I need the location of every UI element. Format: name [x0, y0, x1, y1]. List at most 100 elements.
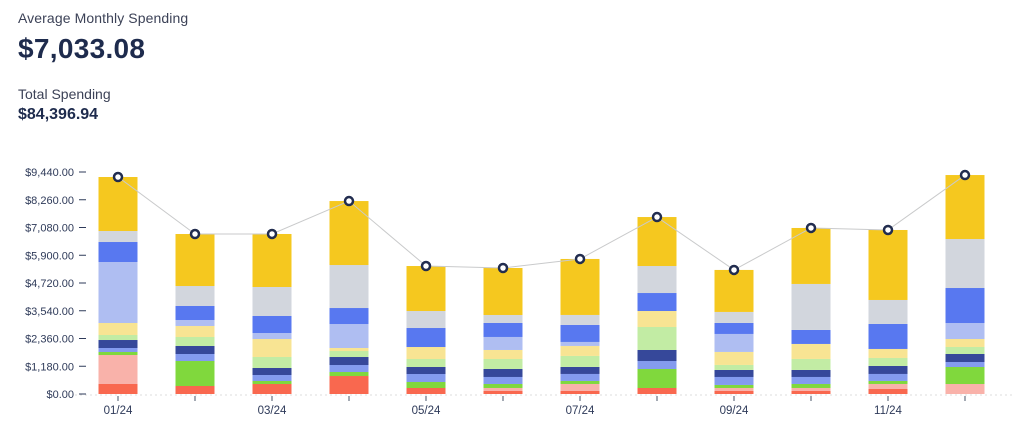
bar-segment-gold[interactable] — [560, 258, 600, 315]
monthly-total-marker[interactable] — [882, 224, 894, 236]
bar-segment-light-green[interactable] — [637, 327, 677, 350]
bar-segment-gold[interactable] — [252, 233, 292, 287]
bar-segment-gray[interactable] — [329, 265, 369, 309]
bar-segment-light-green[interactable] — [483, 358, 523, 369]
bar-segment-periwinkle[interactable] — [175, 319, 215, 326]
bar-segment-light-green[interactable] — [252, 356, 292, 368]
bar-segment-medium-blue[interactable] — [252, 374, 292, 381]
bar-segment-royal-blue[interactable] — [98, 242, 138, 262]
bar-segment-navy[interactable] — [714, 369, 754, 377]
bar-segment-light-green[interactable] — [406, 359, 446, 368]
bar-segment-pale-yellow[interactable] — [945, 338, 985, 347]
bar-segment-gray[interactable] — [98, 231, 138, 243]
bar-segment-navy[interactable] — [175, 346, 215, 354]
bar-segment-navy[interactable] — [483, 368, 523, 377]
monthly-total-marker[interactable] — [420, 260, 432, 272]
bar-segment-red[interactable] — [98, 384, 138, 394]
bar-segment-gold[interactable] — [714, 269, 754, 312]
bar-segment-red[interactable] — [329, 376, 369, 394]
bar-segment-royal-blue[interactable] — [868, 323, 908, 349]
bar-segment-gold[interactable] — [175, 234, 215, 287]
bar-segment-salmon[interactable] — [98, 355, 138, 385]
bar-segment-salmon[interactable] — [791, 387, 831, 391]
bar-segment-bright-green[interactable] — [791, 383, 831, 388]
bar-segment-pale-yellow[interactable] — [175, 325, 215, 337]
bar-segment-gold[interactable] — [791, 227, 831, 284]
monthly-total-marker[interactable] — [805, 222, 817, 234]
bar-segment-pale-yellow[interactable] — [406, 347, 446, 360]
monthly-total-marker[interactable] — [574, 253, 586, 265]
bar-segment-gold[interactable] — [868, 229, 908, 300]
bar-segment-gray[interactable] — [945, 239, 985, 289]
bar-segment-pale-yellow[interactable] — [329, 348, 369, 352]
bar-segment-periwinkle[interactable] — [483, 336, 523, 350]
monthly-total-marker[interactable] — [728, 264, 740, 276]
bar-segment-pale-yellow[interactable] — [98, 323, 138, 335]
bar-segment-pale-yellow[interactable] — [714, 351, 754, 365]
bar-segment-royal-blue[interactable] — [175, 305, 215, 320]
bar-segment-navy[interactable] — [252, 367, 292, 375]
bar-segment-gold[interactable] — [637, 217, 677, 267]
bar-segment-pale-yellow[interactable] — [252, 338, 292, 357]
bar-segment-red[interactable] — [252, 384, 292, 394]
monthly-total-marker[interactable] — [266, 228, 278, 240]
bar-segment-gray[interactable] — [406, 311, 446, 329]
bar-segment-light-green[interactable] — [714, 364, 754, 370]
bar-segment-periwinkle[interactable] — [714, 333, 754, 352]
bar-segment-salmon[interactable] — [483, 387, 523, 391]
bar-segment-navy[interactable] — [98, 340, 138, 349]
bar-segment-bright-green[interactable] — [406, 382, 446, 389]
bar-segment-red[interactable] — [560, 390, 600, 394]
bar-segment-gray[interactable] — [791, 283, 831, 330]
bar-segment-gray[interactable] — [252, 286, 292, 316]
bar-segment-gray[interactable] — [483, 314, 523, 323]
bar-segment-bright-green[interactable] — [868, 380, 908, 384]
bar-segment-bright-green[interactable] — [329, 372, 369, 377]
bar-segment-royal-blue[interactable] — [945, 288, 985, 324]
bar-segment-bright-green[interactable] — [714, 384, 754, 388]
bar-segment-red[interactable] — [483, 390, 523, 394]
bar-segment-bright-green[interactable] — [637, 369, 677, 389]
bar-segment-gray[interactable] — [175, 286, 215, 306]
bar-segment-navy[interactable] — [560, 366, 600, 374]
bar-segment-medium-blue[interactable] — [98, 348, 138, 352]
bar-segment-red[interactable] — [406, 388, 446, 394]
bar-segment-light-green[interactable] — [791, 358, 831, 370]
bar-segment-bright-green[interactable] — [98, 351, 138, 356]
bar-segment-medium-blue[interactable] — [637, 361, 677, 370]
bar-segment-salmon[interactable] — [868, 383, 908, 389]
bar-segment-light-green[interactable] — [98, 334, 138, 341]
monthly-total-marker[interactable] — [343, 195, 355, 207]
bar-segment-pale-yellow[interactable] — [637, 311, 677, 328]
bar-segment-gold[interactable] — [483, 267, 523, 315]
bar-segment-gold[interactable] — [945, 175, 985, 240]
bar-segment-light-green[interactable] — [945, 346, 985, 354]
bar-segment-salmon[interactable] — [560, 383, 600, 391]
bar-segment-salmon[interactable] — [945, 384, 985, 394]
bar-segment-pale-yellow[interactable] — [560, 345, 600, 356]
bar-segment-royal-blue[interactable] — [406, 328, 446, 348]
monthly-total-marker[interactable] — [189, 228, 201, 240]
bar-segment-red[interactable] — [175, 386, 215, 394]
bar-segment-bright-green[interactable] — [483, 383, 523, 388]
bar-segment-medium-blue[interactable] — [560, 373, 600, 381]
bar-segment-royal-blue[interactable] — [791, 329, 831, 344]
bar-segment-navy[interactable] — [637, 349, 677, 362]
bar-segment-bright-green[interactable] — [175, 361, 215, 387]
bar-segment-pale-yellow[interactable] — [791, 343, 831, 359]
bar-segment-medium-blue[interactable] — [868, 373, 908, 381]
bar-segment-pale-yellow[interactable] — [868, 348, 908, 358]
bar-segment-navy[interactable] — [329, 357, 369, 366]
bar-segment-bright-green[interactable] — [560, 380, 600, 384]
bar-segment-red[interactable] — [714, 390, 754, 394]
monthly-total-marker[interactable] — [112, 171, 124, 183]
bar-segment-periwinkle[interactable] — [98, 261, 138, 324]
bar-segment-medium-blue[interactable] — [483, 376, 523, 384]
bar-segment-red[interactable] — [637, 388, 677, 394]
bar-segment-gray[interactable] — [714, 311, 754, 323]
bar-segment-navy[interactable] — [868, 365, 908, 374]
bar-segment-medium-blue[interactable] — [791, 376, 831, 384]
bar-segment-light-green[interactable] — [560, 355, 600, 367]
bar-segment-light-green[interactable] — [868, 357, 908, 366]
bar-segment-royal-blue[interactable] — [329, 308, 369, 325]
